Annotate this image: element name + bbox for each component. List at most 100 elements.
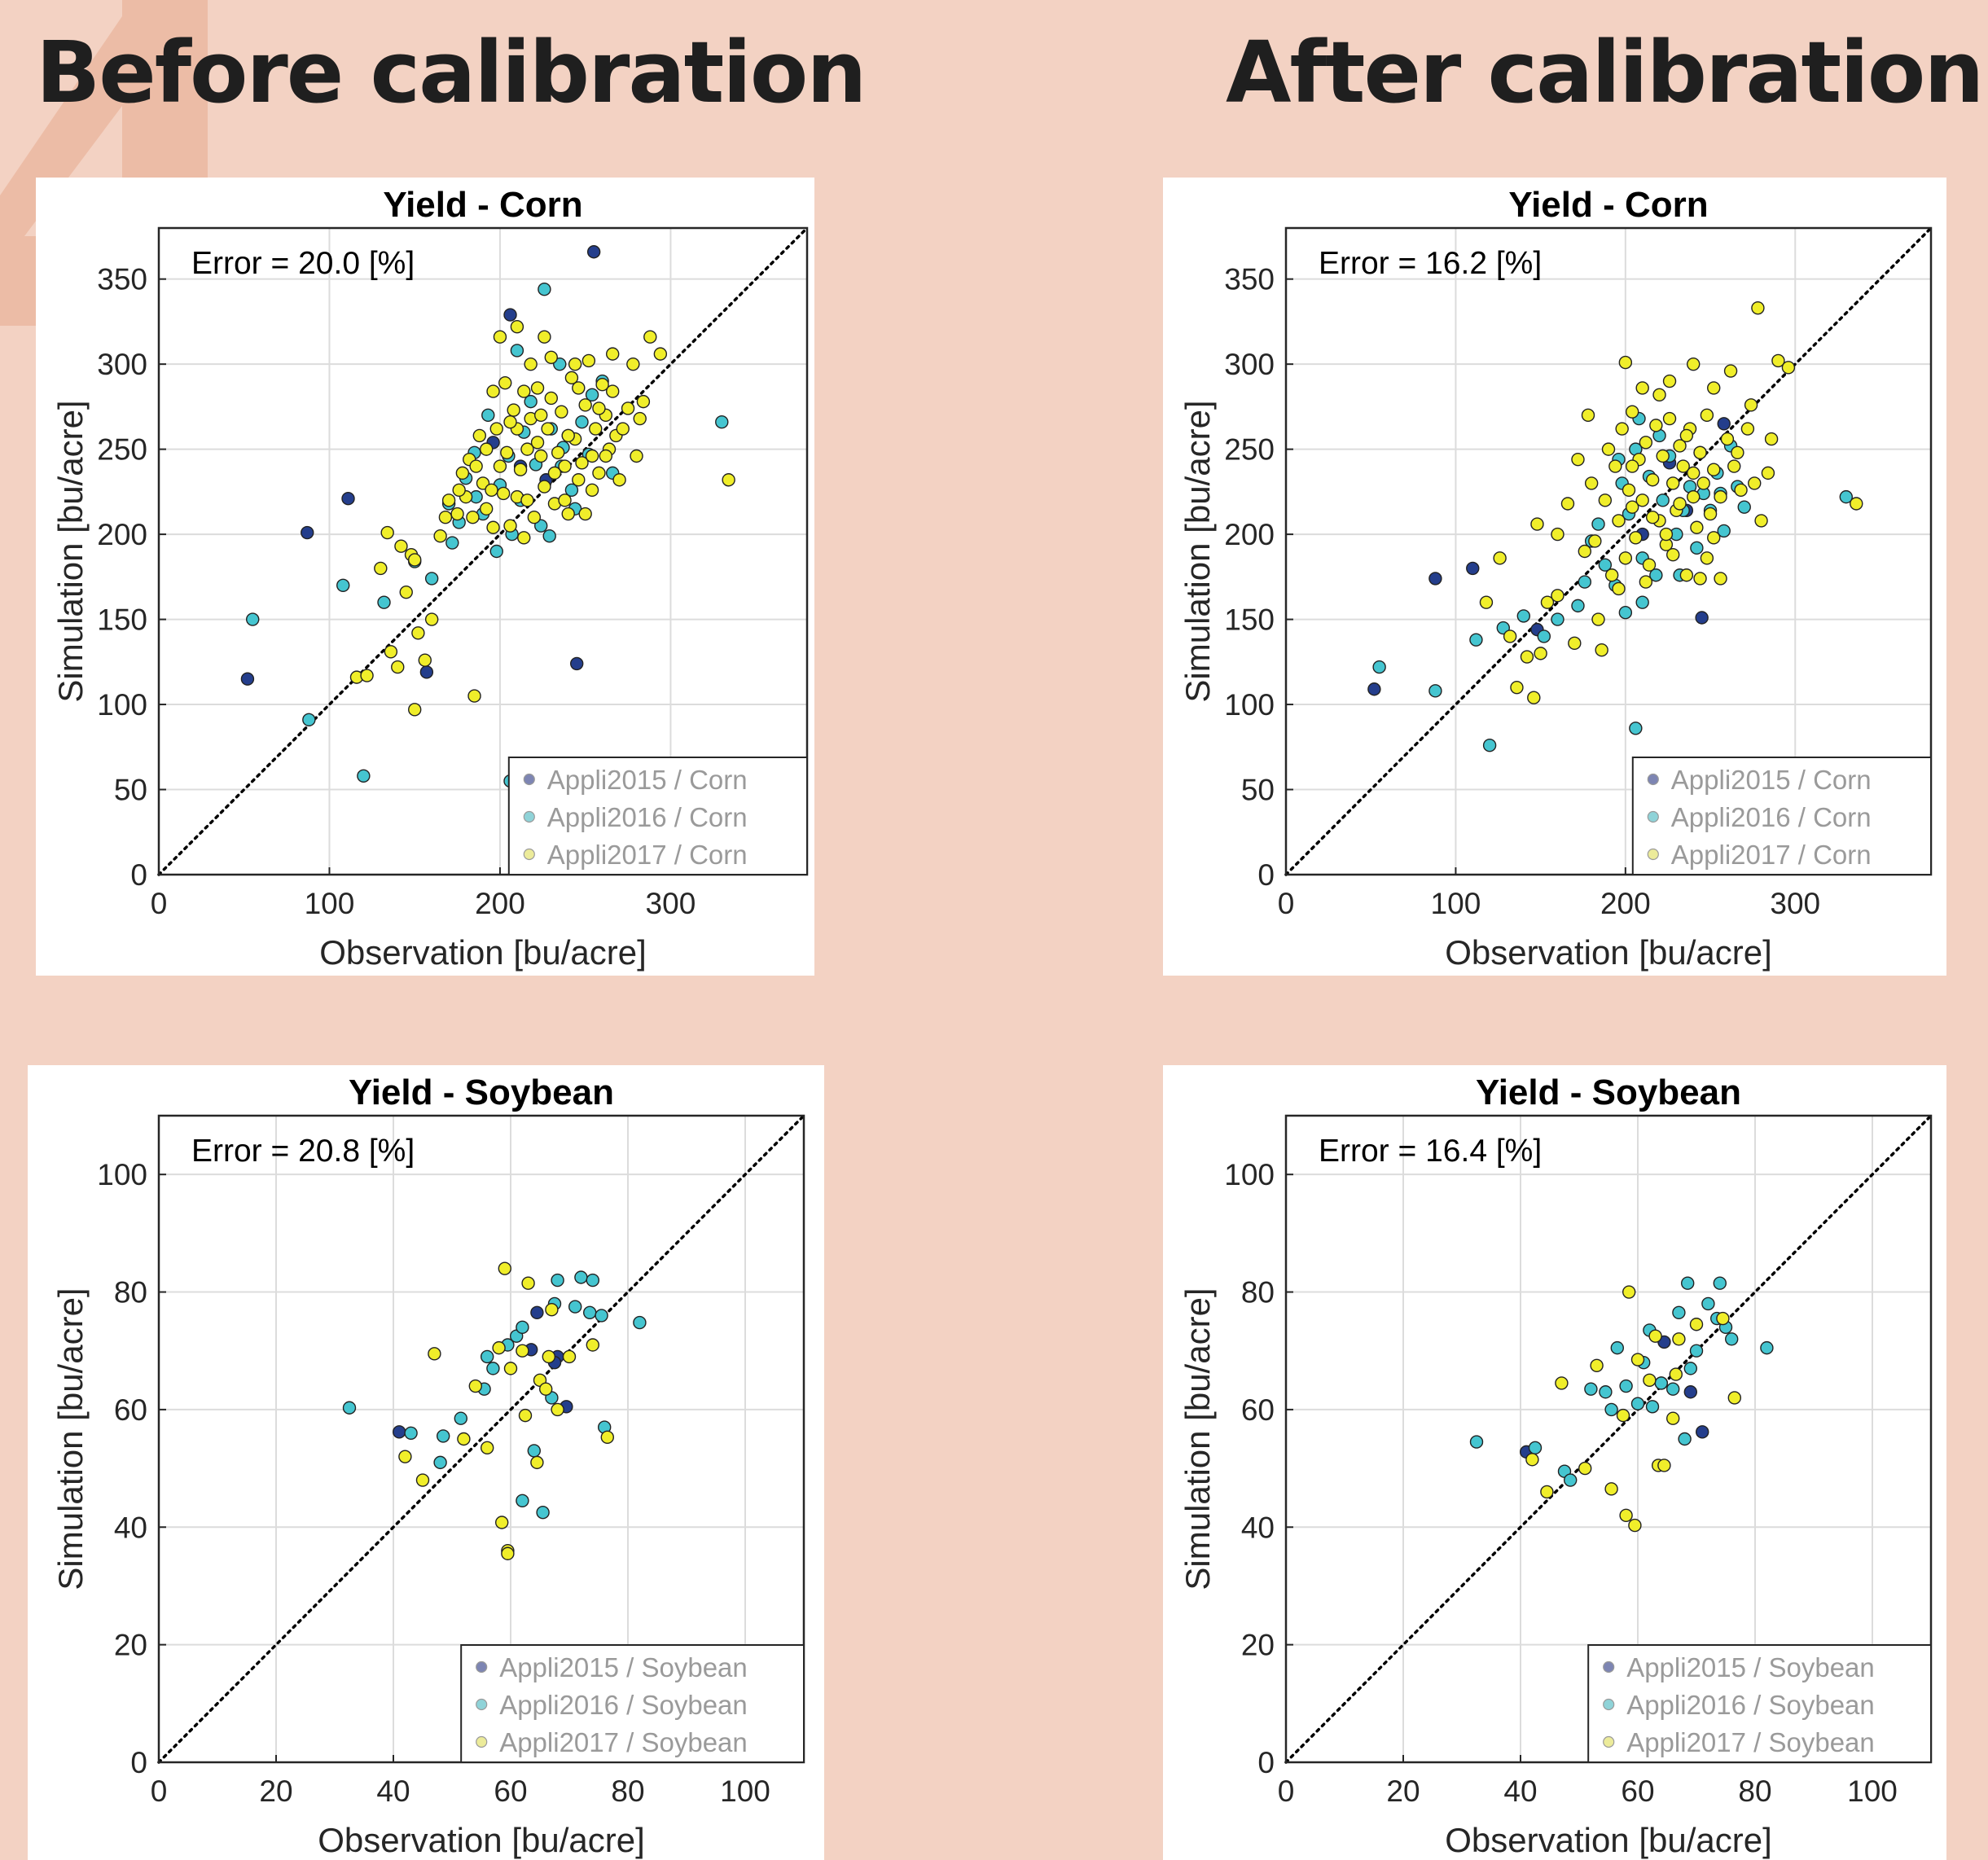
point-corn-before-s1-0 — [246, 612, 260, 626]
point-corn-after-s2-29 — [1615, 422, 1629, 436]
point-corn-after-s2-22 — [1581, 408, 1595, 423]
point-corn-after-s2-1 — [1751, 301, 1765, 315]
point-corn-after-s1-5 — [1469, 633, 1483, 647]
point-soybean-after-s1-16 — [1678, 1432, 1692, 1446]
y-axis-label: Simulation [bu/acre] — [1178, 400, 1217, 702]
legend-label: Appli2017 / Corn — [1671, 840, 1872, 870]
point-corn-before-s1-3 — [357, 769, 371, 783]
point-corn-after-s1-7 — [1516, 609, 1530, 623]
point-corn-before-s1-27 — [481, 408, 495, 423]
point-soybean-before-s1-11 — [516, 1494, 529, 1507]
point-corn-after-s2-14 — [1510, 680, 1524, 695]
point-soybean-after-s2-1 — [1540, 1485, 1554, 1499]
point-soybean-after-s1-5 — [1599, 1385, 1613, 1399]
point-soybean-before-s2-19 — [545, 1303, 559, 1317]
point-corn-before-s2-65 — [653, 347, 668, 361]
point-corn-before-s2-99 — [503, 415, 517, 429]
point-soybean-before-s1-19 — [583, 1305, 597, 1320]
point-soybean-after-s2-3 — [1578, 1461, 1592, 1476]
point-corn-before-s0-2 — [341, 492, 355, 506]
point-corn-before-s2-31 — [517, 531, 531, 545]
point-soybean-after-s1-6 — [1604, 1402, 1618, 1417]
point-corn-before-s2-85 — [438, 511, 453, 524]
point-corn-before-s2-26 — [498, 375, 512, 390]
point-corn-before-s2-92 — [606, 384, 620, 398]
point-corn-before-s2-91 — [592, 401, 606, 415]
legend-label: Appli2017 / Soybean — [1626, 1727, 1875, 1757]
point-corn-before-s1-1 — [302, 713, 316, 727]
point-corn-after-s2-10 — [1764, 432, 1779, 446]
point-corn-after-s2-59 — [1727, 459, 1741, 473]
point-corn-before-s1-13 — [489, 544, 503, 559]
point-corn-before-s1-16 — [524, 394, 538, 409]
y-tick-label: 100 — [1224, 688, 1275, 722]
point-soybean-before-s2-6 — [492, 1340, 506, 1355]
background-decoration — [0, 0, 208, 326]
point-corn-before-s2-49 — [578, 398, 592, 412]
legend-marker — [476, 1735, 488, 1748]
x-tick-label: 0 — [1278, 887, 1295, 920]
point-corn-after-s2-80 — [1584, 476, 1599, 490]
point-corn-before-s2-23 — [485, 483, 498, 497]
point-corn-before-s1-25 — [445, 536, 459, 550]
point-corn-after-s2-55 — [1703, 507, 1718, 521]
point-soybean-before-s2-23 — [551, 1402, 564, 1417]
point-soybean-before-s1-1 — [404, 1426, 418, 1440]
point-corn-after-s2-52 — [1693, 445, 1707, 460]
point-corn-after-s2-60 — [1734, 483, 1748, 497]
point-corn-before-s0-0 — [240, 672, 255, 686]
point-corn-before-s0-3 — [419, 665, 434, 679]
point-corn-before-s2-78 — [599, 449, 613, 463]
y-tick-label: 0 — [130, 858, 147, 892]
y-axis-label: Simulation [bu/acre] — [51, 400, 90, 702]
point-soybean-before-s2-21 — [586, 1338, 599, 1352]
y-tick-label: 100 — [97, 688, 147, 722]
y-tick-label: 100 — [97, 1158, 147, 1191]
point-soybean-before-s1-2 — [433, 1455, 447, 1470]
chart-corn-before-svg: 0 100 200 300 0 50 100 150 200 250 300 350 Yield - C… — [51, 185, 809, 972]
point-corn-before-s2-2 — [374, 561, 388, 576]
point-soybean-before-s1-18 — [574, 1270, 588, 1284]
legend-label: Appli2016 / Soybean — [1626, 1690, 1875, 1720]
point-soybean-before-s2-20 — [562, 1349, 577, 1364]
point-corn-before-s2-15 — [441, 494, 456, 507]
point-corn-before-s2-53 — [592, 466, 606, 480]
y-tick-label: 300 — [1224, 348, 1275, 381]
point-corn-after-s1-12 — [1598, 558, 1613, 572]
point-corn-before-s2-76 — [572, 381, 586, 395]
point-corn-before-s1-38 — [424, 572, 439, 586]
point-corn-after-s2-61 — [1740, 422, 1755, 436]
point-corn-before-s2-54 — [595, 378, 609, 392]
legend-box — [1631, 757, 1932, 875]
point-corn-before-s1-7 — [715, 415, 729, 429]
point-corn-after-s2-58 — [1720, 432, 1735, 446]
x-tick-label: 300 — [1770, 887, 1820, 920]
point-soybean-after-s1-17 — [1681, 1276, 1695, 1290]
legend-marker — [1603, 1660, 1615, 1674]
point-corn-after-s2-4 — [1662, 374, 1677, 388]
point-soybean-after-s2-19 — [1716, 1311, 1730, 1326]
point-corn-after-s0-1 — [1428, 572, 1442, 586]
point-soybean-after-s2-16 — [1669, 1367, 1683, 1381]
legend-marker — [1603, 1735, 1615, 1748]
chart-soybean-before: 0 20 40 60 80 100 0 20 40 60 80 100 Yield - Soybean O… — [28, 1065, 824, 1860]
point-soybean-before-s2-12 — [516, 1344, 529, 1358]
point-corn-after-s0-0 — [1367, 682, 1381, 696]
point-corn-after-s2-20 — [1560, 497, 1575, 511]
y-tick-label: 80 — [1241, 1276, 1275, 1309]
point-corn-before-s2-82 — [479, 442, 494, 456]
x-tick-label: 300 — [646, 887, 696, 920]
point-soybean-after-s1-4 — [1584, 1382, 1598, 1396]
point-corn-before-s2-6 — [394, 539, 408, 553]
point-corn-before-s2-95 — [568, 357, 582, 371]
point-corn-after-s2-88 — [1568, 636, 1582, 651]
x-tick-label: 20 — [1386, 1774, 1420, 1808]
point-soybean-before-s2-0 — [398, 1450, 412, 1463]
point-corn-after-s2-71 — [1639, 575, 1653, 589]
point-soybean-after-s0-3 — [1683, 1385, 1697, 1399]
point-corn-after-s2-62 — [1748, 476, 1762, 490]
point-corn-after-s2-83 — [1659, 527, 1674, 542]
point-corn-before-s2-60 — [621, 401, 635, 415]
point-corn-before-s2-93 — [616, 422, 630, 436]
point-corn-before-s2-28 — [507, 403, 520, 417]
